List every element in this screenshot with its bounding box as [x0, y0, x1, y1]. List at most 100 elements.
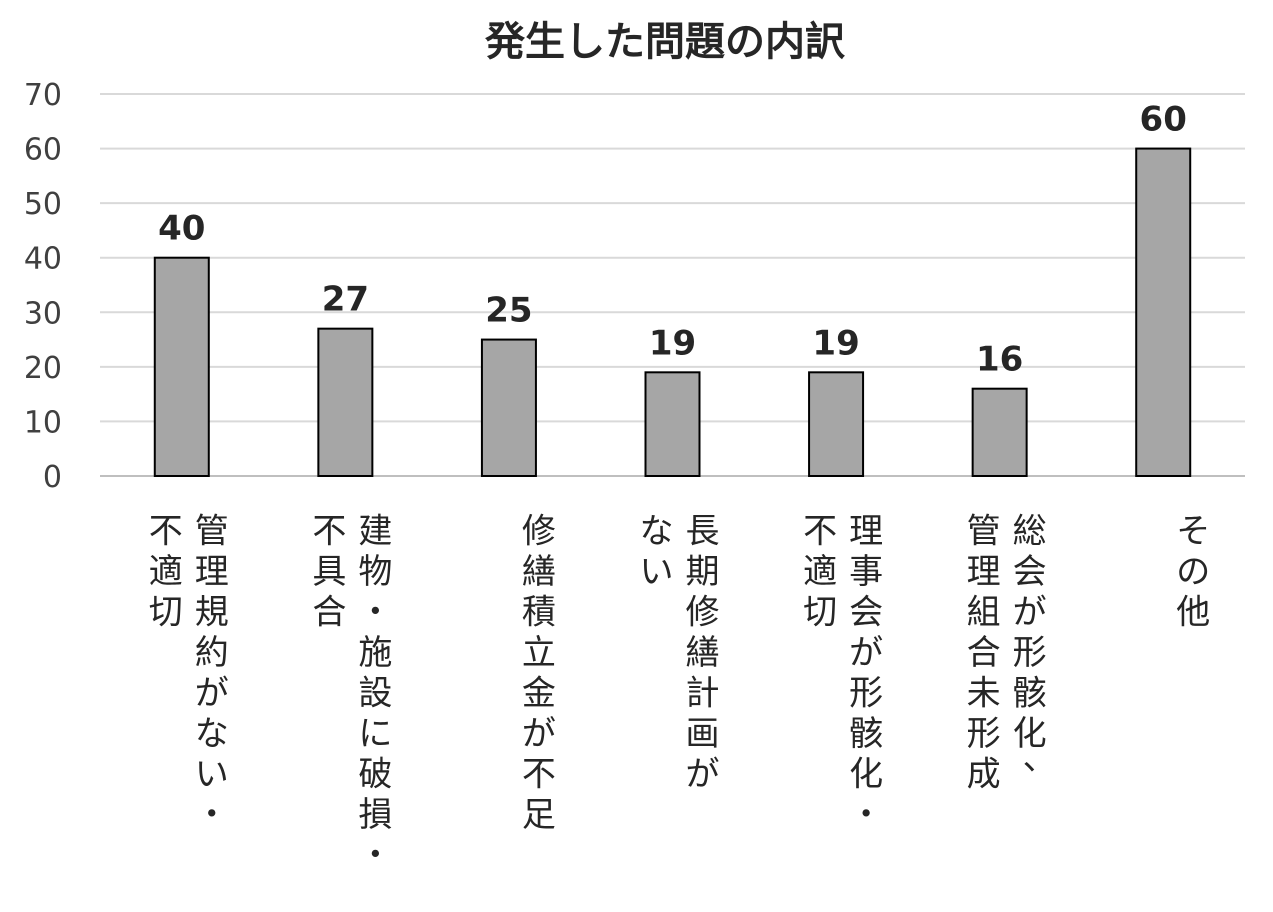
x-category-char: 計 [686, 674, 720, 714]
bar [153, 256, 210, 478]
x-category-char: ・ [358, 836, 392, 876]
data-label: 25 [485, 291, 532, 331]
x-category-char: 不 [149, 512, 183, 552]
x-category-char: 、 [1023, 739, 1057, 779]
x-category-char: 組 [967, 593, 1001, 633]
x-category-char: 設 [358, 674, 392, 714]
bars [153, 147, 1192, 478]
y-tick-label: 40 [24, 242, 62, 277]
x-category-char: 破 [358, 755, 392, 795]
data-label: 19 [812, 323, 859, 363]
x-category-char: 積 [522, 593, 556, 633]
chart-title: 発生した問題の内訳 [485, 19, 846, 65]
x-category-char: 化 [1013, 714, 1047, 754]
x-category-char: い [195, 755, 229, 795]
x-category-char: 具 [312, 552, 346, 592]
x-category-char: が [522, 714, 556, 754]
x-category-char: そ [1176, 512, 1210, 552]
x-category-char: 不 [522, 755, 556, 795]
y-tick-label: 70 [24, 78, 62, 113]
x-category-char: 修 [522, 512, 556, 552]
x-category-char: 合 [967, 633, 1001, 673]
bar [644, 371, 701, 478]
x-category-char: 未 [967, 674, 1001, 714]
x-category-char: 切 [149, 593, 183, 633]
x-category-char: 足 [522, 795, 556, 835]
y-axis-ticks: 0 10 20 30 40 50 60 70 [24, 78, 62, 495]
x-category-char: 形 [1013, 633, 1047, 673]
x-category-char: 約 [195, 633, 229, 673]
bar [317, 327, 374, 477]
bar [1135, 147, 1192, 477]
y-tick-label: 60 [24, 133, 62, 168]
x-category-char: 繕 [522, 552, 556, 592]
data-label: 16 [976, 340, 1023, 380]
x-category-char: 他 [1176, 593, 1210, 633]
x-category-char: 建 [358, 512, 392, 552]
x-category-char: 修 [686, 593, 720, 633]
data-label: 19 [649, 323, 696, 363]
x-category-char: 合 [312, 593, 346, 633]
x-category-char: 不 [803, 512, 837, 552]
x-category-char: 管 [967, 512, 1001, 552]
x-category-char: が [195, 674, 229, 714]
x-category-char: 適 [803, 552, 837, 592]
x-category-char: 不 [312, 512, 346, 552]
bar [971, 387, 1028, 477]
x-category-char: い [640, 552, 674, 592]
x-category-char: 期 [686, 552, 720, 592]
y-tick-label: 20 [24, 351, 62, 386]
x-category-char: に [358, 714, 392, 754]
bar [480, 338, 537, 478]
x-category-char: 成 [967, 755, 1001, 795]
x-category-char: 金 [522, 674, 556, 714]
data-label: 27 [322, 280, 369, 320]
x-category-char: ・ [849, 795, 883, 835]
x-axis-categories: 管理規約がない・不適切建物・施設に破損・不具合修繕積立金が不足長期修繕計画がない… [149, 512, 1210, 876]
x-category-char: ・ [358, 593, 392, 633]
x-category-char: な [195, 714, 229, 754]
x-category-char: ・ [195, 795, 229, 835]
data-label: 40 [158, 209, 205, 249]
data-labels: 40 27 25 19 19 16 60 [158, 100, 1187, 380]
x-category-char: 理 [967, 552, 1001, 592]
data-label: 60 [1140, 100, 1187, 140]
grid-lines [100, 93, 1245, 477]
y-tick-label: 50 [24, 187, 62, 222]
x-category-char: 骸 [1013, 674, 1047, 714]
x-category-char: 会 [1013, 552, 1047, 592]
x-category-char: の [1176, 552, 1210, 592]
x-category-char: 会 [849, 593, 883, 633]
x-category-char: 化 [849, 755, 883, 795]
y-tick-label: 10 [24, 405, 62, 440]
y-tick-label: 30 [24, 296, 62, 331]
x-category-char: 施 [358, 633, 392, 673]
x-category-char: 骸 [849, 714, 883, 754]
x-category-char: 形 [967, 714, 1001, 754]
x-category-char: 事 [849, 552, 883, 592]
x-category-char: 長 [686, 512, 720, 552]
x-category-char: 立 [522, 633, 556, 673]
x-category-char: 理 [195, 552, 229, 592]
x-category-char: が [1013, 593, 1047, 633]
x-category-char: 物 [358, 552, 392, 592]
x-category-char: が [686, 755, 720, 795]
x-category-char: 規 [195, 593, 229, 633]
x-category-char: 理 [849, 512, 883, 552]
x-category-char: 画 [686, 714, 720, 754]
x-category-char: が [849, 633, 883, 673]
bar [808, 371, 865, 478]
x-category-char: な [640, 512, 674, 552]
x-category-char: 繕 [686, 633, 720, 673]
x-category-label: その他 [1176, 512, 1210, 633]
x-category-char: 適 [149, 552, 183, 592]
x-category-char: 管 [195, 512, 229, 552]
